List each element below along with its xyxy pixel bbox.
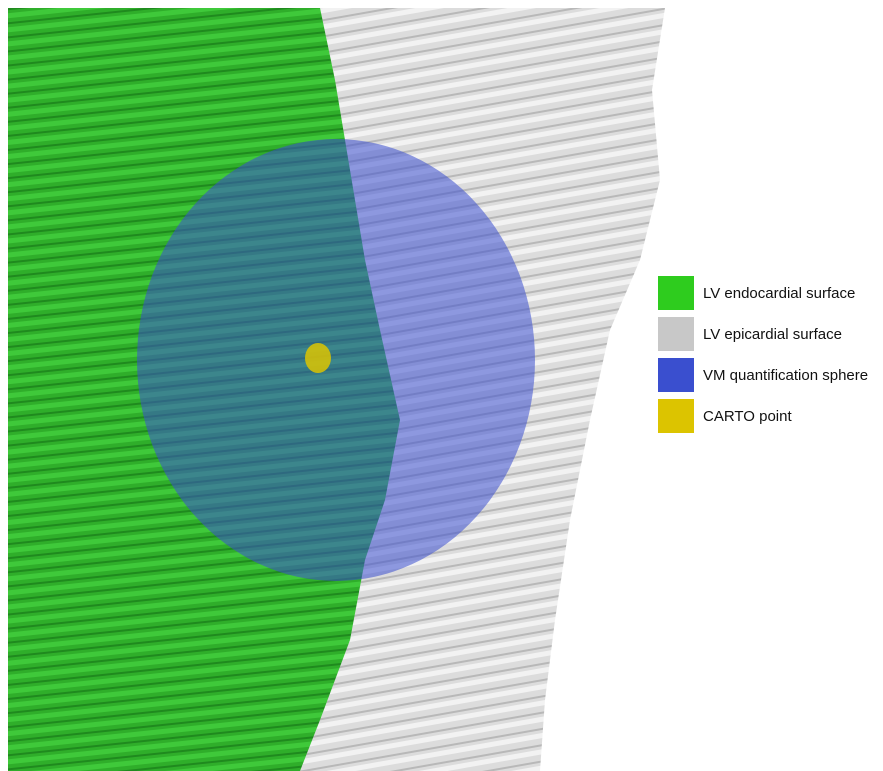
legend-swatch xyxy=(658,358,694,392)
legend-swatch xyxy=(658,399,694,433)
quantification-sphere xyxy=(137,139,535,581)
legend-label: VM quantification sphere xyxy=(703,367,868,384)
legend-swatch xyxy=(658,317,694,351)
legend-label: LV endocardial surface xyxy=(703,285,855,302)
legend-swatch xyxy=(658,276,694,310)
carto-point xyxy=(305,343,331,373)
rendering xyxy=(8,8,665,771)
legend-label: CARTO point xyxy=(703,408,792,425)
legend-label: LV epicardial surface xyxy=(703,326,842,343)
legend: LV endocardial surface LV epicardial surf… xyxy=(658,276,868,433)
